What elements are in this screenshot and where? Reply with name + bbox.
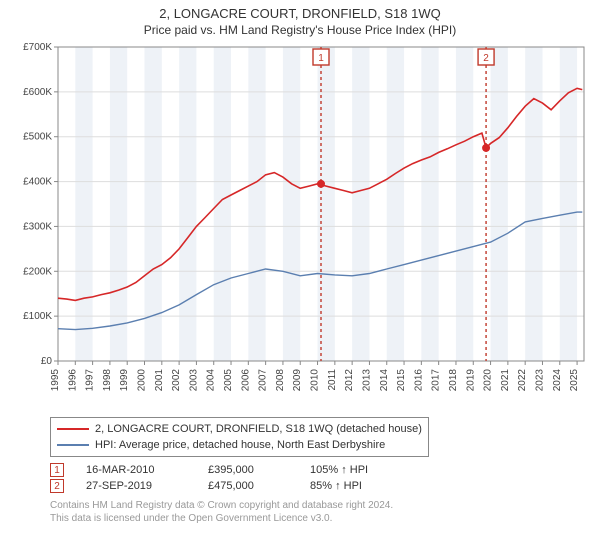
- svg-text:2022: 2022: [517, 369, 528, 392]
- svg-text:2014: 2014: [379, 369, 390, 392]
- sale-rel: 105% ↑ HPI: [310, 464, 400, 476]
- svg-text:1: 1: [318, 53, 324, 64]
- svg-text:2005: 2005: [223, 369, 234, 392]
- svg-text:1995: 1995: [50, 369, 61, 392]
- svg-text:2023: 2023: [534, 369, 545, 392]
- svg-text:2003: 2003: [188, 369, 199, 392]
- legend-swatch: [57, 428, 89, 430]
- svg-text:2006: 2006: [240, 369, 251, 392]
- legend-label: HPI: Average price, detached house, Nort…: [95, 437, 385, 453]
- svg-text:2000: 2000: [137, 369, 148, 392]
- svg-text:£400K: £400K: [23, 177, 52, 188]
- svg-text:2013: 2013: [361, 369, 372, 392]
- svg-text:£200K: £200K: [23, 266, 52, 277]
- svg-text:2004: 2004: [206, 369, 217, 392]
- chart-container: 2, LONGACRE COURT, DRONFIELD, S18 1WQ Pr…: [0, 0, 600, 560]
- sale-date: 27-SEP-2019: [86, 480, 186, 492]
- svg-text:£100K: £100K: [23, 311, 52, 322]
- svg-text:2016: 2016: [413, 369, 424, 392]
- svg-text:2017: 2017: [431, 369, 442, 392]
- legend-item: 2, LONGACRE COURT, DRONFIELD, S18 1WQ (d…: [57, 421, 422, 437]
- svg-text:2019: 2019: [465, 369, 476, 392]
- svg-text:2008: 2008: [275, 369, 286, 392]
- sale-marker-icon: 2: [50, 479, 64, 493]
- svg-text:£600K: £600K: [23, 87, 52, 98]
- svg-text:2025: 2025: [569, 369, 580, 392]
- svg-text:£300K: £300K: [23, 221, 52, 232]
- footer-line: This data is licensed under the Open Gov…: [50, 512, 592, 525]
- sale-row: 1 16-MAR-2010 £395,000 105% ↑ HPI: [50, 463, 592, 477]
- sale-rel: 85% ↑ HPI: [310, 480, 400, 492]
- svg-text:2020: 2020: [483, 369, 494, 392]
- chart-subtitle: Price paid vs. HM Land Registry's House …: [8, 23, 592, 37]
- svg-text:2001: 2001: [154, 369, 165, 392]
- svg-text:2010: 2010: [310, 369, 321, 392]
- svg-text:2015: 2015: [396, 369, 407, 392]
- svg-text:2007: 2007: [258, 369, 269, 392]
- svg-text:£500K: £500K: [23, 132, 52, 143]
- sale-date: 16-MAR-2010: [86, 464, 186, 476]
- sales-table: 1 16-MAR-2010 £395,000 105% ↑ HPI 2 27-S…: [50, 461, 592, 495]
- legend-swatch: [57, 444, 89, 446]
- svg-text:2018: 2018: [448, 369, 459, 392]
- sale-marker-icon: 1: [50, 463, 64, 477]
- sale-price: £395,000: [208, 464, 288, 476]
- legend-label: 2, LONGACRE COURT, DRONFIELD, S18 1WQ (d…: [95, 421, 422, 437]
- chart: £0 £100K £200K £300K £400K £500K £600K £700K 199…: [8, 41, 592, 411]
- chart-title: 2, LONGACRE COURT, DRONFIELD, S18 1WQ: [8, 6, 592, 21]
- svg-text:2009: 2009: [292, 369, 303, 392]
- svg-text:1996: 1996: [67, 369, 78, 392]
- footer-line: Contains HM Land Registry data © Crown c…: [50, 499, 592, 512]
- footer: Contains HM Land Registry data © Crown c…: [50, 499, 592, 525]
- svg-text:1998: 1998: [102, 369, 113, 392]
- svg-text:£0: £0: [41, 356, 53, 367]
- svg-text:2024: 2024: [552, 369, 563, 392]
- sale-row: 2 27-SEP-2019 £475,000 85% ↑ HPI: [50, 479, 592, 493]
- svg-text:2021: 2021: [500, 369, 511, 392]
- line-chart-svg: £0 £100K £200K £300K £400K £500K £600K £700K 199…: [8, 41, 592, 411]
- svg-text:2002: 2002: [171, 369, 182, 392]
- svg-text:2012: 2012: [344, 369, 355, 392]
- sale-price: £475,000: [208, 480, 288, 492]
- legend-item: HPI: Average price, detached house, Nort…: [57, 437, 422, 453]
- svg-text:£700K: £700K: [23, 42, 52, 53]
- svg-text:2011: 2011: [327, 369, 338, 391]
- legend: 2, LONGACRE COURT, DRONFIELD, S18 1WQ (d…: [50, 417, 429, 457]
- svg-text:1997: 1997: [85, 369, 96, 392]
- svg-text:2: 2: [483, 53, 489, 64]
- svg-text:1999: 1999: [119, 369, 130, 392]
